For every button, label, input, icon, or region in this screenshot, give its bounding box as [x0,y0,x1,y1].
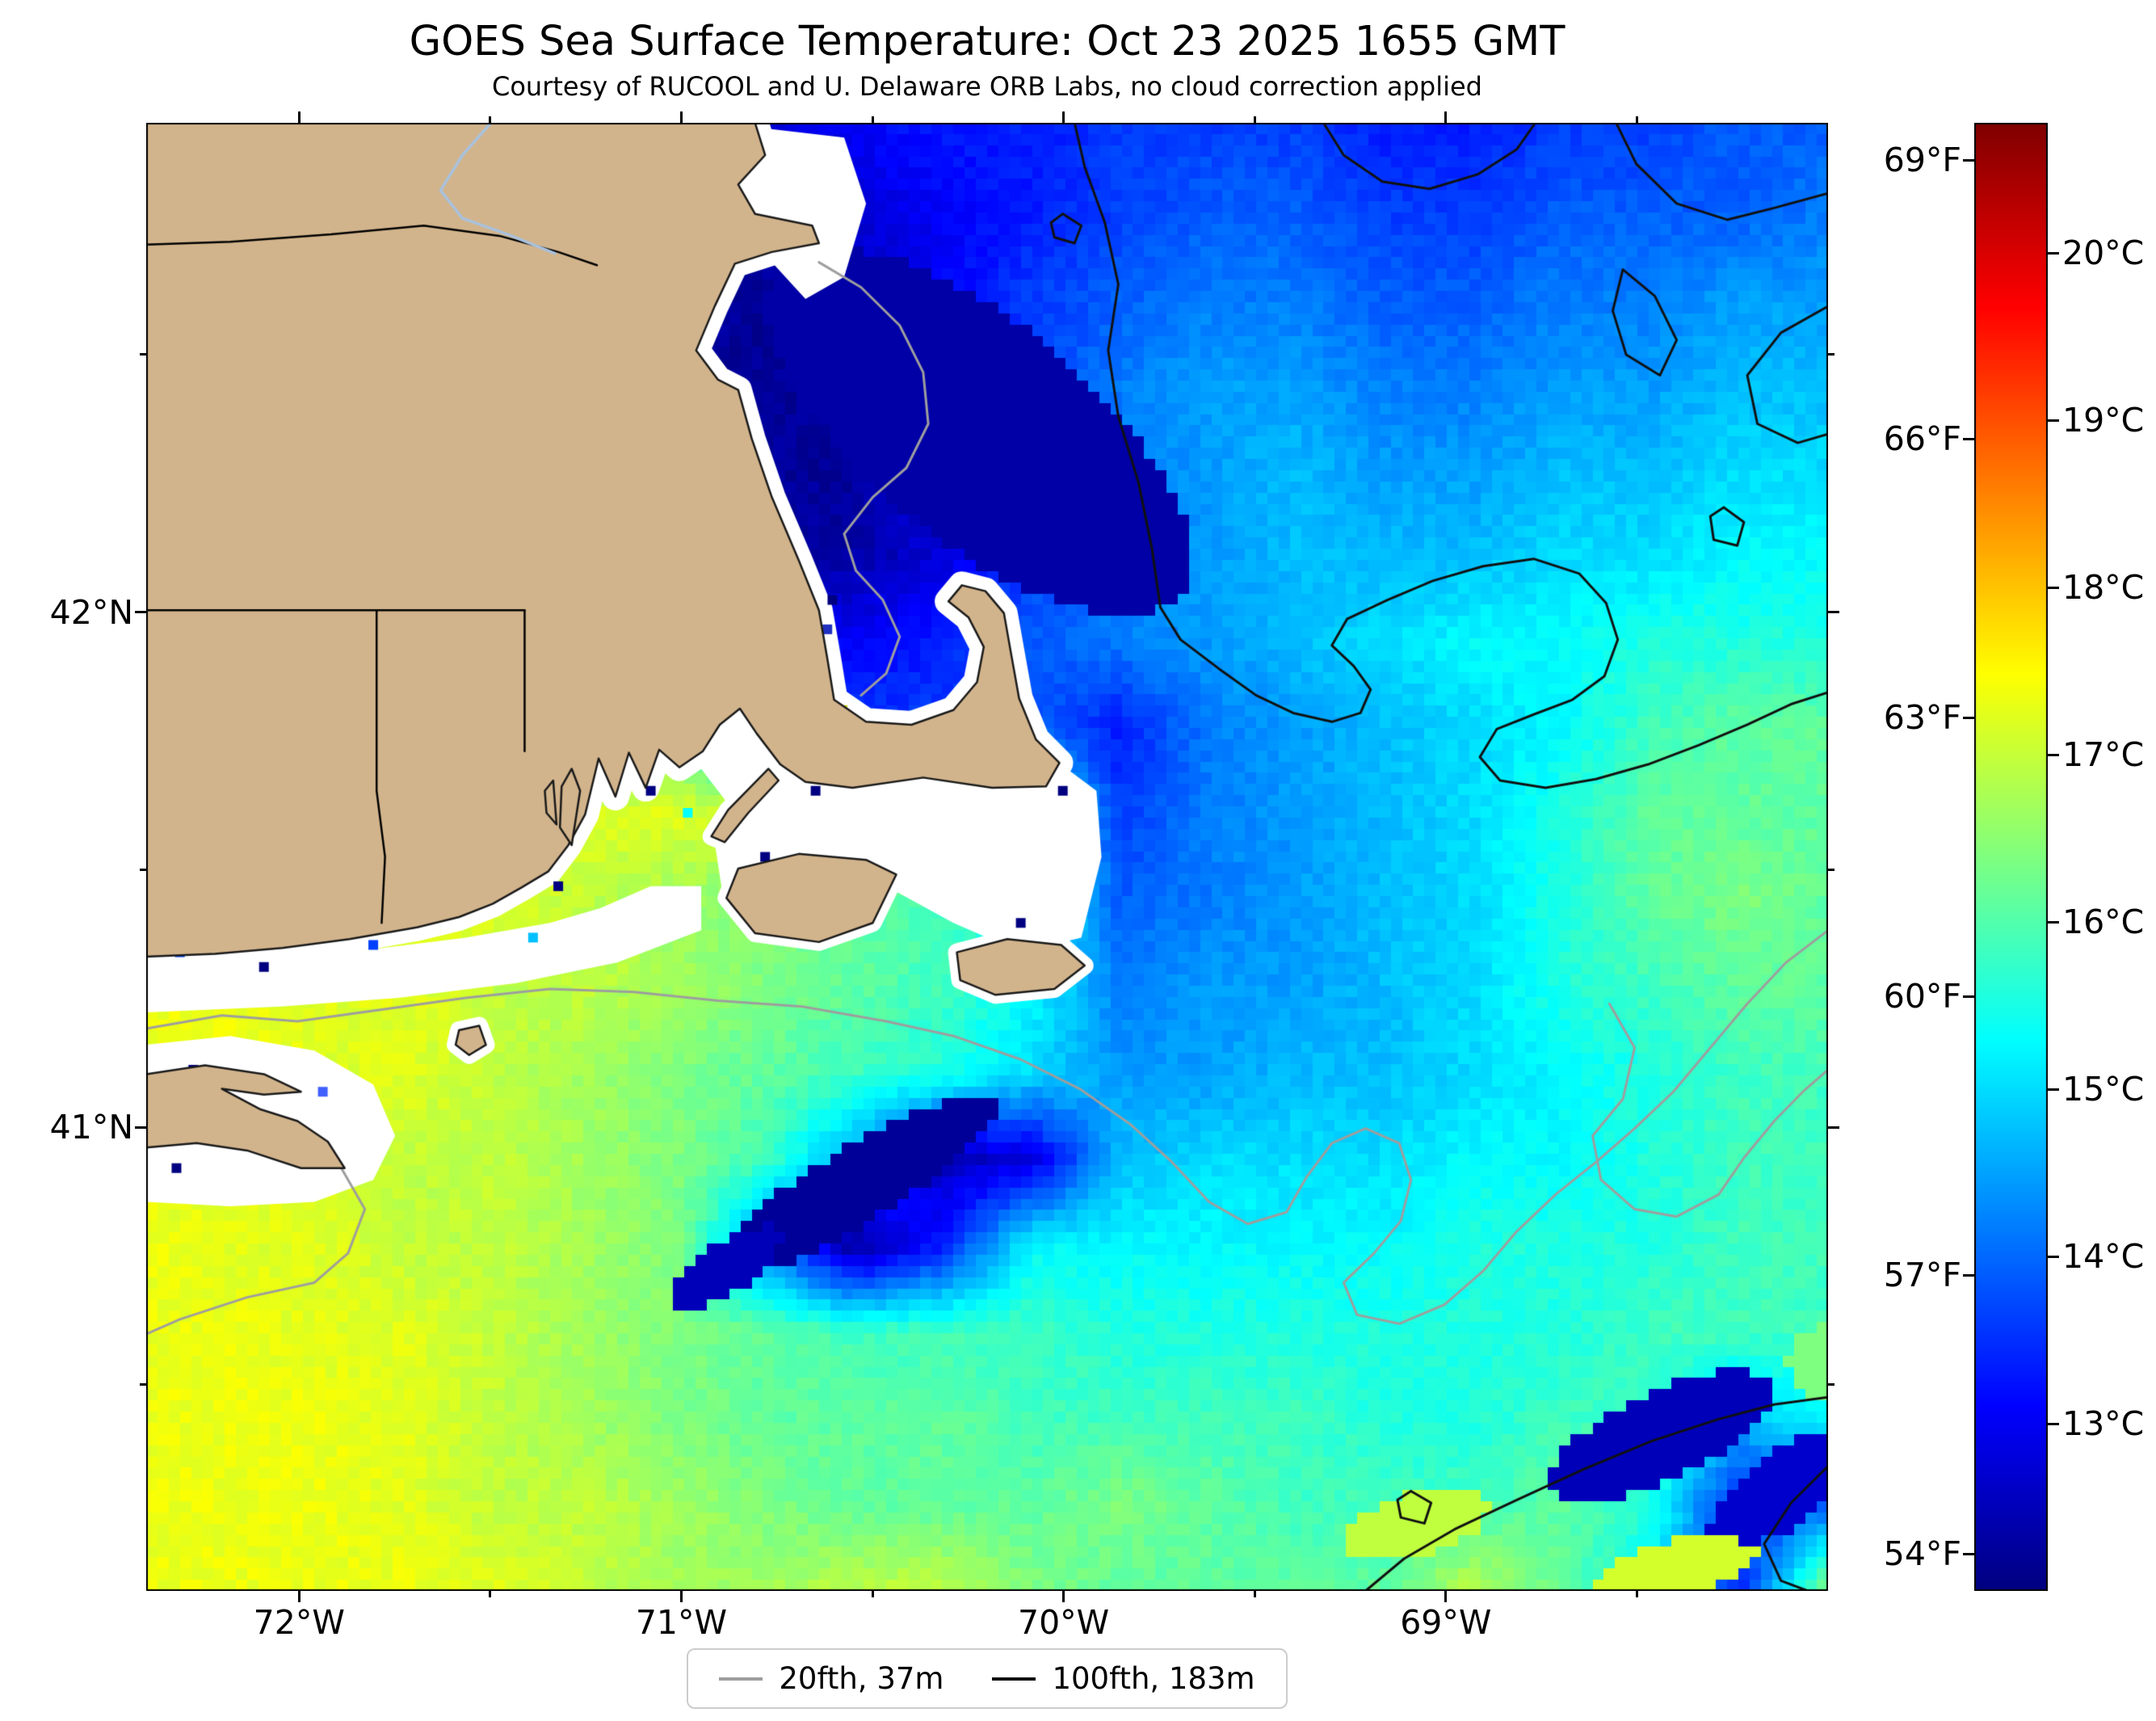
x-axis-tick-top [1444,112,1448,123]
x-tick-label: 72°W [253,1603,345,1642]
y-axis-minor-tick [140,868,146,871]
y-axis-tick-right [1828,611,1839,614]
chart-subtitle: Courtesy of RUCOOL and U. Delaware ORB L… [492,71,1482,102]
legend-line-20fth-icon [719,1677,763,1681]
colorbar-tick-c [2048,920,2059,924]
x-axis-minor-tick [1253,1591,1256,1597]
colorbar-tick-label-f: 54°F [1883,1534,1961,1573]
legend-item-20fth: 20fth, 37m [719,1661,944,1696]
x-axis-minor-tick-top [871,116,874,123]
y-axis-tick [135,611,146,614]
colorbar-tick-c [2048,251,2059,255]
colorbar-tick-f [1963,995,1974,998]
legend-label-100fth: 100fth, 183m [1052,1661,1255,1696]
colorbar-tick-label-c: 20°C [2062,234,2145,272]
chart-title: GOES Sea Surface Temperature: Oct 23 202… [409,18,1566,65]
colorbar-tick-f [1963,716,1974,719]
y-axis-tick-right [1828,1126,1839,1129]
sst-map-canvas [146,123,1828,1591]
colorbar-tick-c [2048,1088,2059,1091]
colorbar-tick-f [1963,158,1974,162]
colorbar-tick-c [2048,1255,2059,1258]
colorbar-canvas [1974,123,2048,1591]
legend-line-100fth-icon [992,1677,1036,1681]
x-tick-label: 69°W [1400,1603,1492,1642]
colorbar-tick-label-f: 63°F [1883,698,1961,737]
colorbar-tick-label-c: 15°C [2062,1070,2145,1109]
x-axis-tick-top [297,112,300,123]
colorbar-tick-f [1963,1273,1974,1277]
x-tick-label: 71°W [635,1603,728,1642]
colorbar-tick-label-c: 14°C [2062,1237,2145,1276]
y-axis-minor-tick-right [1828,353,1834,356]
colorbar-tick-label-c: 18°C [2062,568,2145,607]
y-axis-minor-tick [140,1383,146,1386]
x-axis-minor-tick [1635,1591,1638,1597]
legend-label-20fth: 20fth, 37m [779,1661,944,1696]
x-axis-tick-top [679,112,683,123]
colorbar-tick-label-c: 17°C [2062,735,2145,774]
x-axis-tick-top [1062,112,1065,123]
x-axis-tick [1062,1591,1065,1602]
y-tick-label: 42°N [49,592,133,632]
x-axis-minor-tick [871,1591,874,1597]
y-axis-minor-tick [140,353,146,356]
x-axis-minor-tick-top [1253,116,1256,123]
colorbar-tick-label-f: 57°F [1883,1256,1961,1294]
x-axis-tick [297,1591,300,1602]
colorbar-tick-label-f: 60°F [1883,977,1961,1016]
x-axis-minor-tick-top [1635,116,1638,123]
contour-legend: 20fth, 37m 100fth, 183m [146,1648,1828,1709]
y-axis-minor-tick-right [1828,1383,1834,1386]
x-axis-minor-tick-top [489,116,492,123]
legend-item-100fth: 100fth, 183m [992,1661,1255,1696]
colorbar-tick-c [2048,1422,2059,1425]
colorbar-tick-label-c: 19°C [2062,401,2145,440]
colorbar-tick-label-f: 69°F [1883,141,1961,179]
colorbar-tick-c [2048,586,2059,589]
x-axis-tick [1444,1591,1448,1602]
x-tick-label: 70°W [1018,1603,1110,1642]
colorbar-tick-c [2048,419,2059,422]
colorbar-tick-f [1963,437,1974,440]
y-axis-tick [135,1126,146,1129]
colorbar-tick-label-f: 66°F [1883,419,1961,458]
x-axis-tick [679,1591,683,1602]
colorbar-tick-f [1963,1552,1974,1555]
legend-box: 20fth, 37m 100fth, 183m [687,1648,1288,1709]
y-tick-label: 41°N [49,1108,133,1147]
colorbar-tick-label-c: 13°C [2062,1404,2145,1443]
colorbar-tick-c [2048,753,2059,756]
x-axis-minor-tick [489,1591,492,1597]
colorbar-tick-label-c: 16°C [2062,903,2145,941]
y-axis-minor-tick-right [1828,868,1834,871]
